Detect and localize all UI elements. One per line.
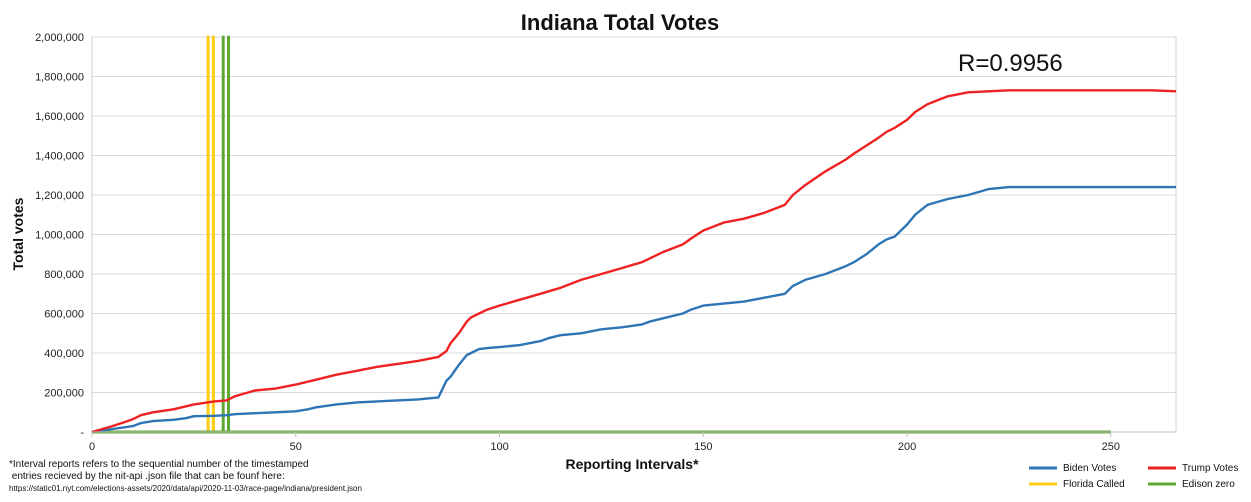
- x-tick-label: 150: [694, 441, 712, 453]
- legend: Biden Votes Trump Votes Florida Called E…: [1029, 463, 1238, 490]
- y-tick-label: 600,000: [44, 309, 84, 321]
- x-tick-label: 0: [89, 441, 95, 453]
- footnote-line-2: entries recieved by the nit-api .json fi…: [9, 471, 285, 482]
- axis-layer: - 200,000 400,000 600,000 800,000 1,000,000 1,…: [35, 32, 1176, 453]
- legend-label-trump: Trump Votes: [1182, 463, 1238, 474]
- x-tick-label: 100: [490, 441, 508, 453]
- legend-label-florida: Florida Called: [1063, 479, 1125, 490]
- legend-label-biden: Biden Votes: [1063, 463, 1116, 474]
- x-axis-label: Reporting Intervals*: [565, 456, 699, 472]
- y-axis-label: Total votes: [10, 197, 26, 270]
- y-tick-label: 400,000: [44, 348, 84, 360]
- r-value-annotation: R=0.9956: [958, 50, 1063, 77]
- y-tick-label: 1,600,000: [35, 111, 84, 123]
- chart-title: Indiana Total Votes: [521, 10, 719, 35]
- grid-layer: [91, 36, 1177, 433]
- x-tick-label: 50: [290, 441, 302, 453]
- y-tick-label: 1,400,000: [35, 151, 84, 163]
- y-tick-label: 1,200,000: [35, 190, 84, 202]
- y-tick-label: 800,000: [44, 269, 84, 281]
- x-tick-label: 200: [898, 441, 916, 453]
- trump-votes-line: [91, 89, 1177, 434]
- y-tick-label: -: [80, 427, 84, 439]
- legend-item-biden: Biden Votes: [1029, 463, 1116, 474]
- legend-item-edison: Edison zero: [1148, 479, 1235, 490]
- legend-item-florida: Florida Called: [1029, 479, 1125, 490]
- y-tick-label: 2,000,000: [35, 32, 84, 44]
- y-tick-label: 200,000: [44, 388, 84, 400]
- biden-votes-line: [91, 185, 1176, 434]
- y-tick-label: 1,000,000: [35, 230, 84, 242]
- x-tick-label: 250: [1102, 441, 1120, 453]
- footnote: *Interval reports refers to the sequenti…: [9, 459, 362, 493]
- footnote-url: https://static01.nyt.com/elections-asset…: [9, 484, 362, 493]
- y-tick-label: 1,800,000: [35, 72, 84, 84]
- footnote-line-1: *Interval reports refers to the sequenti…: [9, 459, 309, 470]
- legend-label-edison: Edison zero: [1182, 479, 1235, 490]
- legend-item-trump: Trump Votes: [1148, 463, 1238, 474]
